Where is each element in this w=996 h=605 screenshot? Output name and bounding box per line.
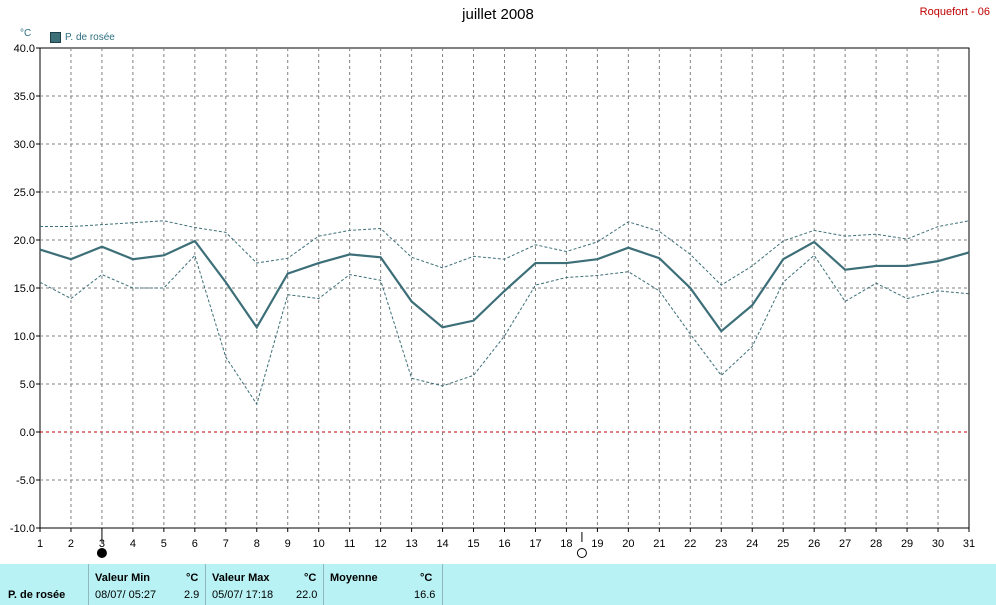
x-tick-label: 1 <box>37 538 43 550</box>
x-tick-label: 8 <box>254 538 260 550</box>
stats-min-value: 2.9 <box>184 589 200 601</box>
legend-swatch <box>50 32 61 43</box>
y-tick-label: 5.0 <box>20 379 35 391</box>
x-tick-label: 2 <box>68 538 74 550</box>
stats-max-label: Valeur Max <box>212 572 270 584</box>
stats-mean-value: 16.6 <box>414 589 436 601</box>
stats-series-cell: P. de rosée <box>0 564 88 605</box>
stats-min-unit: °C <box>186 572 199 584</box>
x-tick-label: 3 <box>99 538 105 550</box>
x-tick-label: 27 <box>839 538 851 550</box>
y-tick-label: 15.0 <box>14 283 35 295</box>
x-tick-label: 20 <box>622 538 634 550</box>
stats-footer: P. de rosée Valeur Min °C 08/07/ 05:27 2… <box>0 564 996 605</box>
x-tick-label: 4 <box>130 538 136 550</box>
station-name: Roquefort - 06 <box>919 6 990 18</box>
x-tick-label: 23 <box>715 538 727 550</box>
stats-mean-label: Moyenne <box>330 572 378 584</box>
x-tick-label: 28 <box>870 538 882 550</box>
stats-max-cell: Valeur Max °C 05/07/ 17:18 22.0 <box>205 564 324 605</box>
x-tick-label: 22 <box>684 538 696 550</box>
x-tick-label: 11 <box>344 538 355 550</box>
stats-mean-unit: °C <box>420 572 433 584</box>
stats-min-label: Valeur Min <box>95 572 151 584</box>
x-tick-label: 10 <box>313 538 325 550</box>
x-tick-label: 18 <box>560 538 572 550</box>
legend-label: P. de rosée <box>65 32 115 43</box>
x-tick-label: 7 <box>223 538 229 550</box>
full-moon-icon <box>576 548 587 558</box>
x-tick-label: 5 <box>161 538 167 550</box>
stats-max-unit: °C <box>304 572 317 584</box>
y-tick-label: 20.0 <box>14 235 35 247</box>
y-tick-label: 35.0 <box>14 91 35 103</box>
y-tick-label: 25.0 <box>14 187 35 199</box>
y-tick-label: 30.0 <box>14 139 35 151</box>
stats-series-label: P. de rosée <box>8 589 66 601</box>
legend: P. de rosée <box>50 32 115 43</box>
x-tick-label: 19 <box>591 538 603 550</box>
x-tick-label: 31 <box>963 538 975 550</box>
x-tick-label: 17 <box>529 538 541 550</box>
stats-max-date: 05/07/ 17:18 <box>212 589 274 601</box>
x-tick-label: 16 <box>498 538 510 550</box>
stats-min-cell: Valeur Min °C 08/07/ 05:27 2.9 <box>88 564 206 605</box>
new-moon-icon <box>96 548 107 558</box>
x-tick-label: 26 <box>808 538 820 550</box>
y-tick-label: 10.0 <box>14 331 35 343</box>
stats-mean-cell: Moyenne °C 16.6 <box>323 564 443 605</box>
x-tick-label: 15 <box>467 538 479 550</box>
y-tick-label: -5.0 <box>16 475 35 487</box>
series-line-max <box>40 220 970 286</box>
x-tick-label: 9 <box>285 538 291 550</box>
x-tick-label: 24 <box>746 538 758 550</box>
chart-title: juillet 2008 <box>462 6 534 23</box>
y-tick-label: -10.0 <box>10 523 35 535</box>
x-tick-label: 21 <box>653 538 665 550</box>
y-tick-label: 0.0 <box>20 427 35 439</box>
x-tick-label: 13 <box>405 538 417 550</box>
x-tick-label: 6 <box>192 538 198 550</box>
x-tick-label: 30 <box>932 538 944 550</box>
y-axis-unit: °C <box>20 28 32 39</box>
stats-max-value: 22.0 <box>296 589 318 601</box>
dewpoint-chart: -10.0 -5.0 0.0 5.0 10.0 15.0 20.0 25.0 30.0 35.0 4… <box>10 43 975 558</box>
series-line-mean <box>39 239 970 333</box>
x-tick-label: 25 <box>777 538 789 550</box>
stats-min-date: 08/07/ 05:27 <box>95 589 157 601</box>
y-tick-label: 40.0 <box>14 43 35 55</box>
x-tick-label: 14 <box>436 538 448 550</box>
x-tick-label: 29 <box>901 538 913 550</box>
x-tick-label: 12 <box>375 538 387 550</box>
